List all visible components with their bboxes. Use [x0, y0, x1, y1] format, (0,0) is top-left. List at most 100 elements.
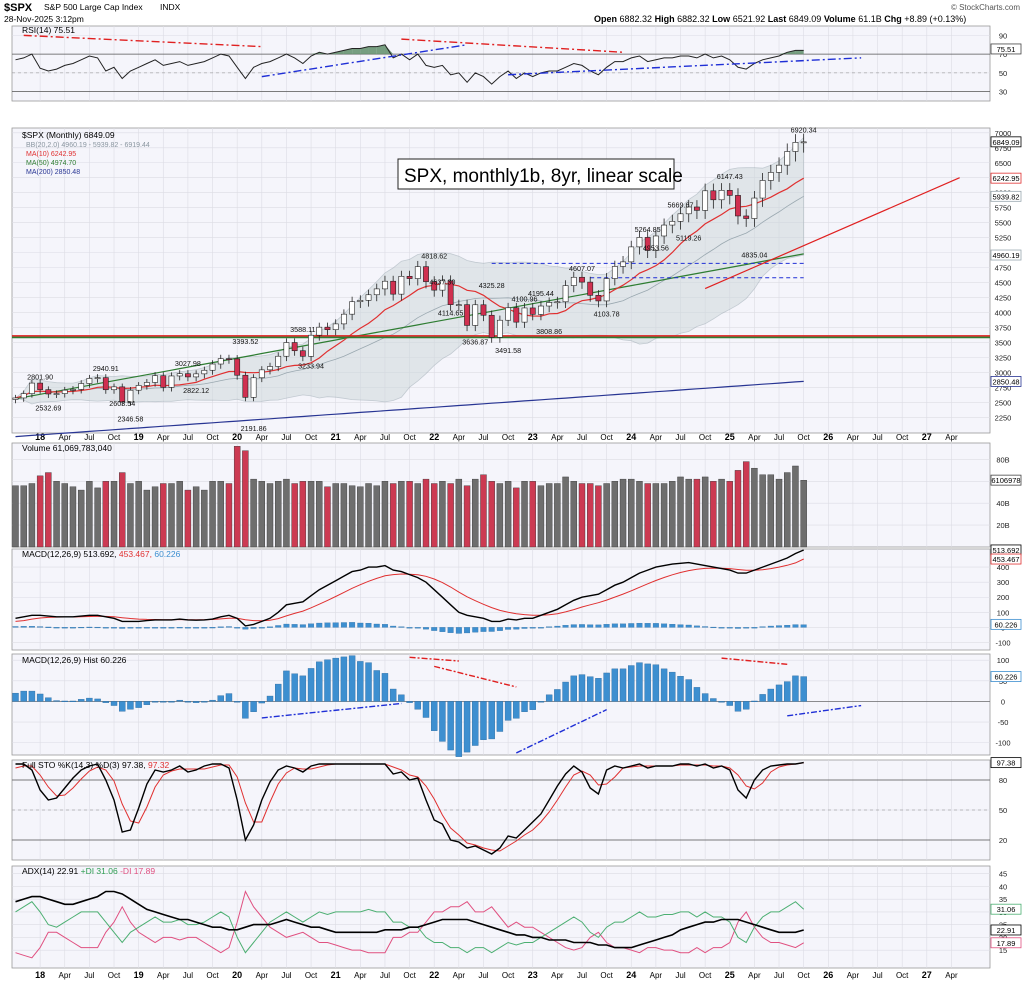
candle-body: [86, 378, 93, 384]
candle-body: [349, 301, 356, 315]
volume-bar: [726, 481, 733, 548]
candle-body: [464, 304, 470, 326]
price-legend-bb: BB(20,2.0) 4960.19 - 5939.82 - 6919.44: [26, 142, 150, 149]
candle-body: [587, 281, 594, 296]
candle-body: [685, 206, 692, 215]
volume-bar: [742, 461, 750, 548]
sto-right-label: 97.38: [997, 759, 1016, 768]
candle-body: [185, 373, 191, 378]
volume-bar: [168, 483, 175, 548]
macd-hist-panel-bar: [357, 661, 364, 702]
x-tick-label: Jul: [183, 433, 193, 442]
x-tick-label: 20: [232, 970, 242, 980]
macd-right-line: 513.692: [992, 546, 1019, 555]
x-tick-label: 27: [922, 432, 932, 442]
candle-body: [480, 304, 487, 316]
macd-hist-bar: [611, 623, 618, 628]
candle-body: [595, 295, 602, 302]
macd-hist-bar: [603, 624, 610, 628]
rsi-overbought-fill: [368, 46, 377, 55]
volume-bar: [332, 483, 339, 548]
macd-hist-panel-bar: [77, 699, 85, 702]
price-label: 6147.43: [717, 172, 743, 181]
rsi-overbought-fill: [343, 48, 353, 55]
macd-hist-panel-bar: [110, 701, 118, 706]
x-tick-label: 21: [331, 970, 341, 980]
macd-hist-panel-bar: [431, 701, 438, 731]
sto-right-label-box: [990, 757, 1022, 769]
macd-hist-bar: [184, 627, 191, 629]
x-tick-label: Oct: [108, 433, 121, 442]
volume-bar: [734, 470, 742, 548]
x-tick-label: Oct: [502, 971, 515, 980]
price-tick: 2750: [995, 383, 1012, 392]
sto-tick: 80: [999, 776, 1007, 785]
candle-body: [324, 326, 331, 330]
macd-hist-panel-bar: [472, 701, 479, 746]
macd-hist-bar: [102, 627, 109, 629]
candle-body: [792, 142, 799, 152]
volume-bar: [102, 481, 110, 548]
macd-hist-bar: [217, 626, 224, 628]
candle-body: [505, 307, 511, 321]
rsi-tick: 30: [999, 88, 1007, 97]
macd-hist-panel-bar: [751, 700, 758, 702]
price-right-last: 6849.09: [992, 138, 1019, 147]
macd-hist-bar: [61, 627, 68, 629]
candle-body: [53, 393, 60, 395]
panel-adx: [11, 865, 991, 969]
x-tick-label: Oct: [108, 971, 121, 980]
macd-right-hist-box: [990, 618, 1022, 630]
candle-body: [751, 197, 758, 219]
candle-body: [636, 237, 643, 248]
candle-body: [644, 237, 651, 251]
candle-body: [217, 358, 224, 365]
macd-hist-panel-bar: [373, 670, 380, 702]
macd-hist-bar: [381, 624, 388, 628]
sto-tick: 50: [999, 806, 1007, 815]
adx-legend-minus: -DI 17.89: [120, 866, 155, 876]
volume-tick: 40B: [996, 499, 1009, 508]
candle-body: [620, 261, 626, 267]
x-tick-label: Oct: [797, 433, 810, 442]
macd-right-signal-box: [990, 553, 1022, 565]
macd-hist-panel-bar: [168, 701, 175, 703]
exchange: INDX: [160, 2, 181, 12]
macd-right-hist: 60.226: [995, 620, 1018, 629]
macd-hist-panel-bar: [800, 676, 807, 702]
macd-right-signal: 453.467: [992, 555, 1019, 564]
macd-hist-bar: [677, 624, 684, 628]
macd-hist-tick: -100: [995, 739, 1010, 748]
macd-hist-bar: [160, 627, 167, 629]
macd-hist-panel-bar: [217, 695, 224, 702]
macd-hist-bar: [119, 627, 126, 629]
macd-hist-panel-bar: [628, 665, 635, 702]
volume-bar: [233, 446, 241, 548]
x-tick-label: Oct: [305, 971, 318, 980]
x-tick-label: Apr: [256, 971, 269, 980]
volume-bar: [365, 483, 372, 548]
volume-bar: [677, 476, 684, 548]
volume-bar: [422, 478, 430, 548]
macd-hist-panel-bar: [12, 692, 19, 702]
macd-hist-bar: [168, 627, 175, 629]
x-tick-label: 21: [331, 432, 341, 442]
candle-body: [61, 389, 68, 394]
volume-bar: [529, 481, 536, 548]
candle-body: [111, 386, 117, 391]
x-tick-label: 25: [725, 432, 735, 442]
adx-legend-plus: +DI 31.06: [81, 866, 118, 876]
macd-hist-panel-bar: [545, 694, 553, 702]
candle-body: [373, 288, 380, 296]
price-label: 2191.86: [241, 424, 267, 433]
open-value: 6882.32: [620, 14, 653, 24]
x-tick-label: Apr: [354, 433, 367, 442]
price-label: 4103.78: [594, 309, 620, 318]
macd-hist-panel-bar: [636, 662, 643, 702]
volume-bar: [316, 481, 323, 548]
x-tick-label: 20: [232, 432, 242, 442]
macd-hist-panel-bar: [94, 698, 101, 702]
volume-bar: [53, 481, 60, 548]
candle-body: [710, 190, 717, 201]
volume-bar: [348, 485, 356, 548]
